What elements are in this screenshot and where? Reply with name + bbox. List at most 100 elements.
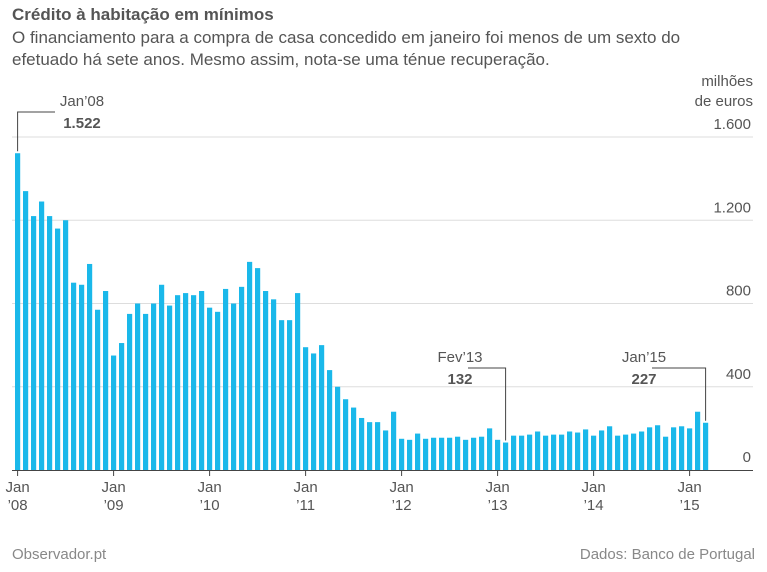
x-tick-label: Jan (678, 479, 702, 496)
bar (143, 313, 149, 470)
bar (391, 411, 397, 470)
bar (55, 228, 61, 470)
bar (487, 428, 493, 470)
annotation-label: Fev’13 (437, 349, 482, 366)
bar (71, 282, 77, 470)
bar (327, 370, 333, 470)
x-tick-label: ’11 (296, 497, 315, 514)
chart-title: Crédito à habitação em mínimos (12, 5, 274, 24)
bar (79, 284, 85, 470)
bar (583, 429, 589, 470)
x-tick-label: ’10 (200, 497, 220, 514)
y-tick-label: 1.600 (713, 116, 751, 133)
bar (159, 284, 165, 470)
bar (663, 436, 669, 470)
bar (695, 411, 701, 470)
bar (463, 439, 469, 470)
y-tick-label: 800 (726, 283, 751, 300)
x-tick-label: Jan (102, 479, 126, 496)
bar (103, 291, 109, 470)
bar (375, 422, 381, 470)
bar (15, 153, 21, 470)
bar (471, 437, 477, 470)
x-tick-label: Jan (6, 479, 30, 496)
annotation-label: Jan’08 (60, 93, 104, 110)
x-tick-label: ’09 (104, 497, 124, 514)
bar (543, 435, 549, 470)
bar (479, 436, 485, 470)
y-axis-unit-line2: de euros (694, 93, 753, 110)
chart-subtitle: O financiamento para a compra de casa co… (12, 28, 681, 69)
bar (383, 430, 389, 470)
bar (655, 425, 661, 470)
annotation-leader (17, 111, 55, 152)
bar (647, 427, 653, 470)
bar (551, 434, 557, 470)
bar (423, 438, 429, 470)
bar (439, 437, 445, 470)
bar (455, 436, 461, 470)
bar (527, 434, 533, 470)
annotation-value: 227 (631, 371, 656, 388)
x-tick-label: Jan (486, 479, 510, 496)
bar (271, 299, 277, 470)
bar (567, 431, 573, 470)
bar (255, 268, 261, 470)
bar (239, 286, 245, 470)
bar (263, 291, 269, 470)
y-tick-label: 400 (726, 366, 751, 383)
bar (503, 442, 509, 470)
bar (335, 386, 341, 470)
bar (639, 431, 645, 470)
y-axis-unit-line1: milhões (701, 73, 753, 90)
bar (191, 295, 197, 470)
x-tick-label: ’14 (584, 497, 604, 514)
bar (167, 305, 173, 470)
bar (559, 434, 565, 470)
y-tick-labels: 0 400 800 1.200 1.600 (713, 116, 751, 466)
bar (631, 433, 637, 470)
annotation-value: 1.522 (63, 115, 101, 132)
bar (151, 303, 157, 470)
y-tick-label: 0 (743, 449, 751, 466)
annotation-value: 132 (447, 371, 472, 388)
x-tick-label: Jan (390, 479, 414, 496)
y-axis-unit-label: milhões de euros (695, 72, 753, 112)
x-tick-label: ’08 (8, 497, 28, 514)
bars (15, 153, 709, 471)
bar (351, 407, 357, 470)
bar (511, 435, 517, 470)
bar (63, 220, 69, 470)
bar (615, 435, 621, 470)
bar (519, 435, 525, 470)
x-tick-label: ’13 (488, 497, 508, 514)
bar (679, 426, 685, 470)
bar (399, 438, 405, 470)
bar (415, 433, 421, 470)
x-tick-label: Jan (294, 479, 318, 496)
bar (703, 422, 709, 470)
bar (111, 355, 117, 470)
footer-source: Observador.pt (12, 546, 107, 563)
x-tick-label: Jan (582, 479, 606, 496)
bar (623, 434, 629, 470)
bar (247, 261, 253, 470)
x-tick-label: Jan (198, 479, 222, 496)
x-tick-label: ’12 (392, 497, 412, 514)
x-axis: Jan’08Jan’09Jan’10Jan’11Jan’12Jan’13Jan’… (6, 470, 753, 514)
bar (599, 430, 605, 470)
bar (495, 439, 501, 470)
footer-credits: Dados: Banco de Portugal (579, 546, 755, 563)
bar (175, 295, 181, 470)
bar (607, 426, 613, 470)
bar (295, 293, 301, 470)
bar (31, 216, 37, 470)
bar (23, 191, 29, 471)
bar (359, 417, 365, 470)
bar (447, 437, 453, 470)
bar (135, 303, 141, 470)
bar (127, 313, 133, 470)
bar (687, 428, 693, 470)
annotation-label: Jan’15 (622, 349, 666, 366)
